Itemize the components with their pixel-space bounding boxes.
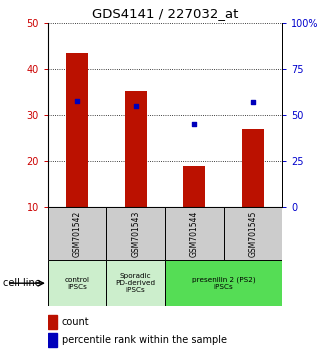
Bar — [48, 315, 57, 329]
Text: GSM701545: GSM701545 — [248, 210, 257, 257]
Text: control
IPSCs: control IPSCs — [65, 277, 90, 290]
Text: percentile rank within the sample: percentile rank within the sample — [62, 335, 227, 345]
Point — [75, 98, 80, 104]
Point — [192, 121, 197, 127]
Bar — [183, 166, 205, 207]
Text: GSM701542: GSM701542 — [73, 211, 82, 257]
Bar — [48, 207, 106, 260]
Bar — [242, 129, 264, 207]
Bar — [165, 207, 224, 260]
Bar — [48, 260, 106, 306]
Bar — [66, 53, 88, 207]
Bar — [48, 333, 57, 347]
Bar — [106, 260, 165, 306]
Point — [250, 99, 255, 105]
Bar — [106, 207, 165, 260]
Text: GSM701544: GSM701544 — [190, 210, 199, 257]
Title: GDS4141 / 227032_at: GDS4141 / 227032_at — [92, 7, 238, 21]
Text: Sporadic
PD-derived
iPSCs: Sporadic PD-derived iPSCs — [115, 273, 156, 293]
Point — [133, 103, 138, 109]
Bar — [125, 91, 147, 207]
Bar — [224, 207, 282, 260]
Text: count: count — [62, 317, 89, 327]
Text: GSM701543: GSM701543 — [131, 210, 140, 257]
Text: cell line: cell line — [3, 278, 41, 288]
Text: presenilin 2 (PS2)
iPSCs: presenilin 2 (PS2) iPSCs — [192, 276, 255, 290]
Bar — [165, 260, 282, 306]
